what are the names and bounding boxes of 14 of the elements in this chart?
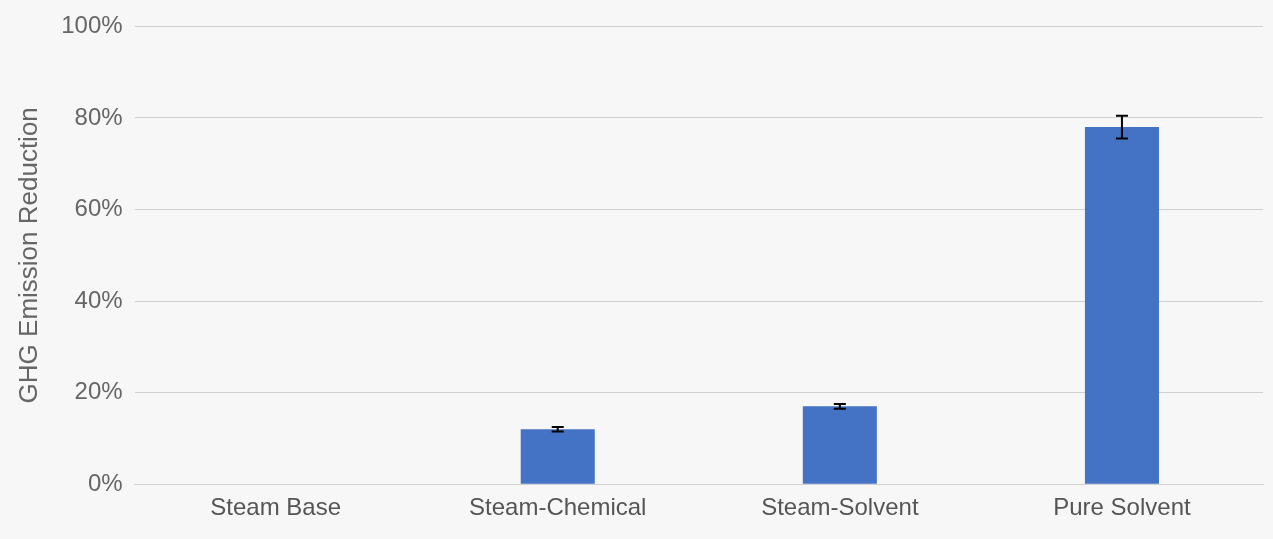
y-tick-label: 20%: [74, 377, 123, 405]
bar: [1084, 127, 1159, 484]
y-tick-label: 100%: [61, 11, 123, 39]
y-tick-label: 0%: [87, 468, 123, 496]
bar: [802, 406, 877, 484]
x-tick-label: Steam-Solvent: [761, 493, 919, 521]
y-tick-label: 40%: [74, 285, 123, 313]
x-tick-label: Steam Base: [210, 493, 341, 521]
y-tick-label: 60%: [74, 194, 123, 222]
y-tick-label: 80%: [74, 102, 123, 130]
bar: [520, 429, 595, 484]
y-axis-title: GHG Emission Reduction: [12, 107, 43, 404]
x-tick-label: Pure Solvent: [1053, 493, 1191, 521]
x-tick-label: Steam-Chemical: [469, 493, 647, 521]
